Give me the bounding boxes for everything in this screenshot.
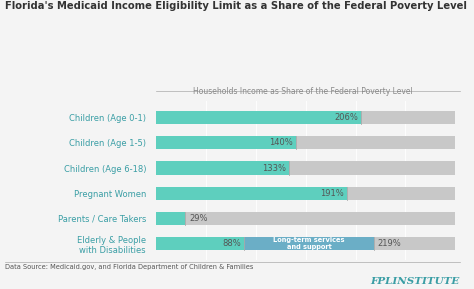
Text: Florida's Medicaid Income Eligibility Limit as a Share of the Federal Poverty Le: Florida's Medicaid Income Eligibility Li… xyxy=(5,1,466,12)
Bar xyxy=(156,111,455,124)
Text: 88%: 88% xyxy=(222,239,241,248)
Text: 219%: 219% xyxy=(377,239,401,248)
Bar xyxy=(244,237,374,250)
Bar xyxy=(156,187,455,200)
Bar xyxy=(156,212,185,225)
Text: 140%: 140% xyxy=(269,138,293,147)
Bar xyxy=(156,136,296,149)
Text: Long-term services
and support: Long-term services and support xyxy=(273,237,345,250)
Bar xyxy=(156,187,346,200)
Text: Data Source: Medicaid.gov, and Florida Department of Children & Families: Data Source: Medicaid.gov, and Florida D… xyxy=(5,264,253,271)
Text: FPLINSTITUTE: FPLINSTITUTE xyxy=(371,277,460,286)
Text: 29%: 29% xyxy=(189,214,208,223)
Text: 191%: 191% xyxy=(320,189,344,198)
Bar xyxy=(156,111,362,124)
Text: 133%: 133% xyxy=(262,164,286,173)
Bar xyxy=(156,237,455,250)
Bar xyxy=(156,162,455,175)
Text: Households Income as Share of the Federal Poverty Level: Households Income as Share of the Federa… xyxy=(193,87,413,96)
Bar xyxy=(156,237,244,250)
Bar xyxy=(156,162,289,175)
Bar xyxy=(156,136,455,149)
Bar xyxy=(156,212,455,225)
Text: 206%: 206% xyxy=(335,113,358,122)
